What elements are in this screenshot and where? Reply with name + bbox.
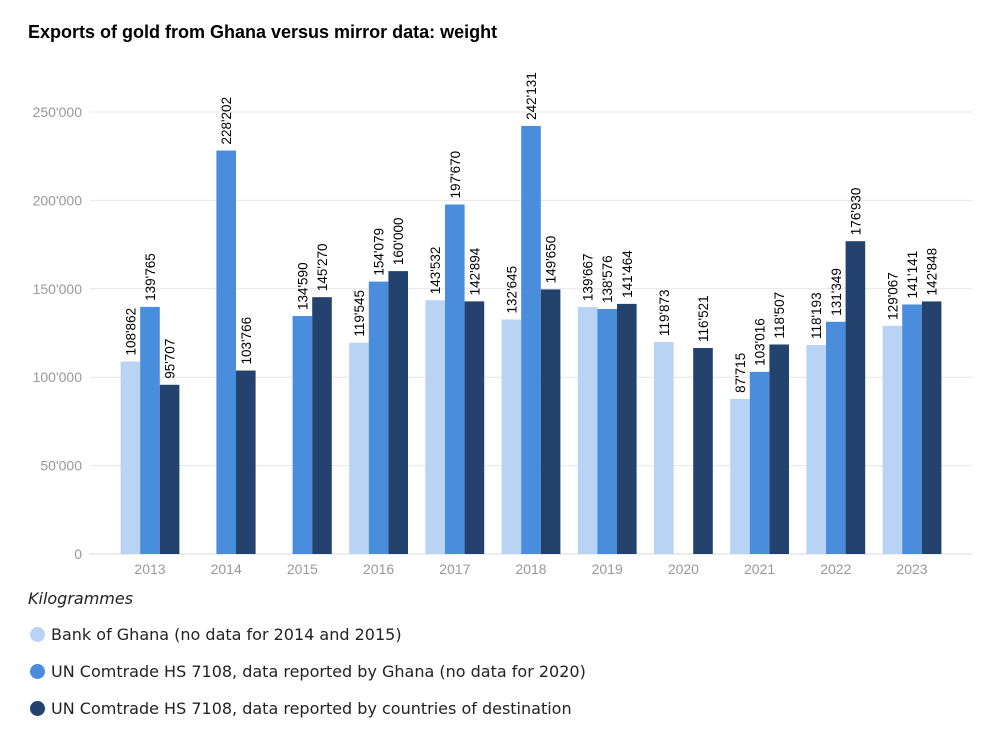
data-label: 129'067 — [885, 272, 900, 320]
bar — [882, 325, 903, 554]
bar — [749, 371, 770, 554]
bar — [769, 344, 789, 554]
data-label: 141'464 — [620, 250, 635, 298]
legend-item[interactable]: Bank of Ghana (no data for 2014 and 2015… — [30, 625, 402, 644]
bar — [693, 347, 713, 554]
bar — [312, 297, 332, 554]
data-label: 131'349 — [829, 268, 844, 316]
data-label: 103'766 — [239, 317, 254, 365]
data-label: 149'650 — [544, 236, 559, 284]
data-label: 116'521 — [696, 295, 711, 342]
y-tick-label: 250'000 — [33, 104, 83, 120]
bar — [617, 303, 637, 554]
bar — [388, 271, 408, 554]
data-label: 143'532 — [428, 247, 443, 295]
data-label: 119'545 — [352, 290, 367, 337]
bar — [216, 150, 236, 554]
data-label: 119'873 — [657, 289, 672, 336]
bar — [292, 316, 313, 554]
legend-label: UN Comtrade HS 7108, data reported by co… — [51, 699, 572, 718]
bar-chart: 0 50'000 100'000 150'000 200'000 250'000 2013 1… — [33, 72, 972, 577]
y-tick-label: 200'000 — [33, 192, 83, 208]
legend-item[interactable]: UN Comtrade HS 7108, data reported by Gh… — [30, 662, 586, 681]
legend-dot-icon — [30, 664, 45, 679]
legend-dot-icon — [30, 701, 45, 716]
data-label: 138'576 — [600, 255, 615, 303]
data-label: 228'202 — [219, 97, 234, 145]
legend-label: UN Comtrade HS 7108, data reported by Gh… — [51, 662, 586, 681]
bar — [921, 301, 942, 554]
chart-title: Exports of gold from Ghana versus mirror… — [28, 22, 498, 42]
data-label: 139'667 — [581, 253, 596, 301]
data-label: 132'645 — [504, 266, 519, 314]
data-label: 242'131 — [524, 72, 539, 120]
bar — [521, 125, 541, 555]
bar — [597, 308, 617, 554]
x-tick-label: 2021 — [744, 561, 775, 577]
bar — [464, 301, 485, 554]
x-tick-label: 2019 — [592, 561, 623, 577]
data-label: 108'862 — [123, 308, 138, 356]
bar — [806, 345, 826, 554]
data-label: 142'848 — [925, 248, 940, 296]
bar — [501, 319, 522, 554]
x-tick-label: 2017 — [439, 561, 470, 577]
data-label: 118'507 — [772, 292, 787, 339]
x-tick-label: 2020 — [668, 561, 699, 577]
x-tick-label: 2014 — [211, 561, 242, 577]
bar — [902, 304, 922, 554]
data-label: 197'670 — [448, 151, 463, 199]
x-tick-label: 2016 — [363, 561, 394, 577]
data-label: 176'930 — [848, 188, 863, 236]
data-label: 141'141 — [905, 251, 920, 299]
data-label: 87'715 — [733, 353, 748, 393]
bar — [845, 241, 866, 555]
y-tick-label: 150'000 — [33, 281, 83, 297]
bar — [826, 321, 846, 554]
bar — [425, 300, 445, 554]
data-label: 134'590 — [295, 262, 310, 310]
data-label: 103'016 — [753, 318, 768, 366]
data-label: 160'000 — [391, 217, 406, 265]
data-label: 154'079 — [372, 228, 387, 276]
data-label: 95'707 — [163, 339, 178, 379]
bar — [654, 342, 674, 554]
y-unit-label: Kilogrammes — [28, 589, 134, 608]
y-tick-label: 50'000 — [40, 458, 82, 474]
data-label: 145'270 — [315, 244, 330, 292]
y-tick-label: 0 — [74, 546, 82, 562]
data-label: 118'193 — [809, 292, 824, 339]
bar — [730, 398, 750, 554]
data-label: 142'894 — [467, 247, 482, 295]
x-tick-label: 2018 — [515, 561, 546, 577]
x-tick-label: 2023 — [896, 561, 927, 577]
x-tick-label: 2022 — [820, 561, 851, 577]
bar — [159, 384, 180, 554]
data-label: 139'765 — [143, 253, 158, 301]
bar — [577, 307, 598, 554]
bar — [120, 361, 141, 554]
x-tick-label: 2013 — [134, 561, 165, 577]
legend-dot-icon — [30, 627, 45, 642]
x-tick-label: 2015 — [287, 561, 318, 577]
legend-item[interactable]: UN Comtrade HS 7108, data reported by co… — [30, 699, 572, 718]
y-tick-label: 100'000 — [33, 369, 83, 385]
legend-label: Bank of Ghana (no data for 2014 and 2015… — [51, 625, 402, 644]
bar — [236, 370, 256, 554]
bar — [445, 204, 465, 554]
bar — [140, 306, 160, 554]
bar — [349, 342, 369, 554]
bar — [540, 289, 561, 554]
bar — [368, 281, 389, 554]
